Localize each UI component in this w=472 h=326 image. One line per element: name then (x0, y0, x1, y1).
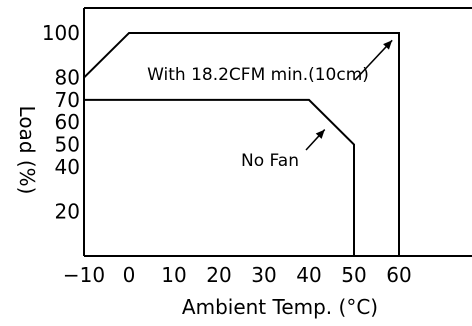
y-tick-label: 50 (55, 133, 80, 157)
y-tick-label: 80 (55, 66, 80, 90)
annotation-arrow-head (315, 129, 325, 139)
y-tick-label: 20 (55, 199, 80, 223)
x-tick-label: 40 (296, 263, 321, 287)
annotation-label: No Fan (241, 151, 299, 171)
y-tick-label: 40 (55, 155, 80, 179)
annotation-label: With 18.2CFM min.(10cm) (147, 65, 369, 85)
x-tick-label: 60 (386, 263, 411, 287)
annotation-arrow-head (383, 40, 393, 50)
annotation-arrow-line (354, 39, 393, 81)
y-tick-label: 70 (55, 88, 80, 112)
x-tick-label: −10 (63, 263, 105, 287)
x-tick-label: 0 (123, 263, 136, 287)
x-tick-label: 20 (206, 263, 231, 287)
series-line-with-fan (83, 32, 400, 256)
x-axis-label: Ambient Temp. (°C) (182, 295, 378, 319)
annotations: With 18.2CFM min.(10cm) No Fan (147, 39, 393, 171)
x-tick-label: 10 (161, 263, 186, 287)
y-tick-label: 100 (42, 21, 80, 45)
y-tick-label: 60 (55, 110, 80, 134)
x-tick-label: 30 (251, 263, 276, 287)
series-layer (83, 32, 400, 256)
series-line-no-fan (84, 98, 355, 256)
y-axis-label: Load (%) (15, 106, 39, 195)
x-tick-label: 50 (341, 263, 366, 287)
